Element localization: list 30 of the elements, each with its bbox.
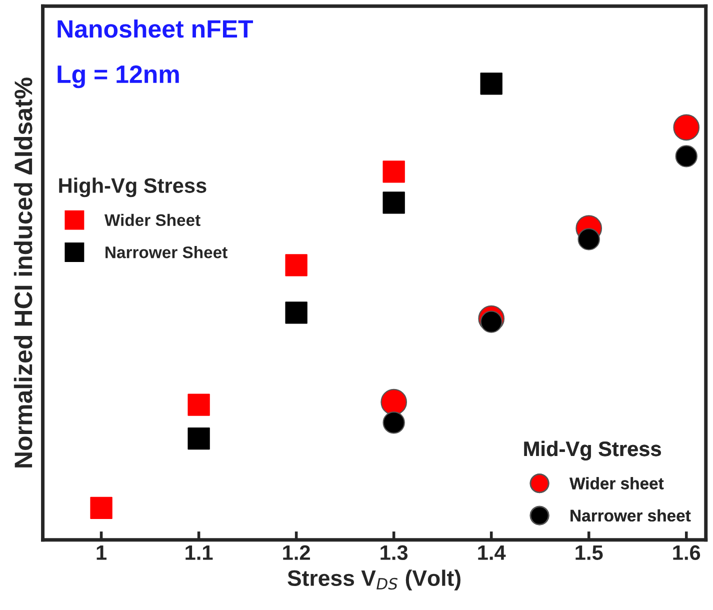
x-tick-label: 1.4: [478, 545, 506, 560]
y-axis-title: Normalized HCI induced ΔIdsat%: [14, 78, 32, 468]
point: [188, 394, 210, 416]
point: [285, 254, 308, 276]
x-tick-label: 1: [96, 545, 106, 560]
point: [382, 160, 405, 183]
x-axis-title: Stress V$_{DS}$ (Volt): [288, 570, 460, 590]
annotation: High-Vg Stress: [59, 178, 206, 198]
annotation: Mid-Vg Stress: [524, 440, 661, 460]
x-tick-label: 1.1: [186, 545, 213, 560]
x-tick-label: 1.5: [576, 545, 603, 560]
point: [382, 192, 405, 214]
point: [382, 412, 405, 434]
point: [675, 145, 698, 168]
point: [285, 302, 308, 324]
legend-label: Wider sheet: [570, 477, 664, 490]
x-tick-label: 1.3: [380, 545, 408, 560]
point: [480, 72, 502, 95]
point: [380, 388, 407, 416]
text: Nanosheet nFET: [58, 19, 254, 38]
legend-label: Wider Sheet: [104, 214, 200, 226]
legend-label: Narrower sheet: [570, 509, 691, 522]
point: [673, 114, 700, 141]
point: [90, 496, 112, 520]
legend-label: Narrower Sheet: [106, 246, 228, 258]
point: [188, 427, 210, 450]
annotation: Lg = 12nm: [58, 65, 179, 88]
x-tick-label: 1.6: [673, 545, 700, 560]
x-tick-label: 1.2: [283, 545, 310, 560]
point: [578, 228, 600, 250]
